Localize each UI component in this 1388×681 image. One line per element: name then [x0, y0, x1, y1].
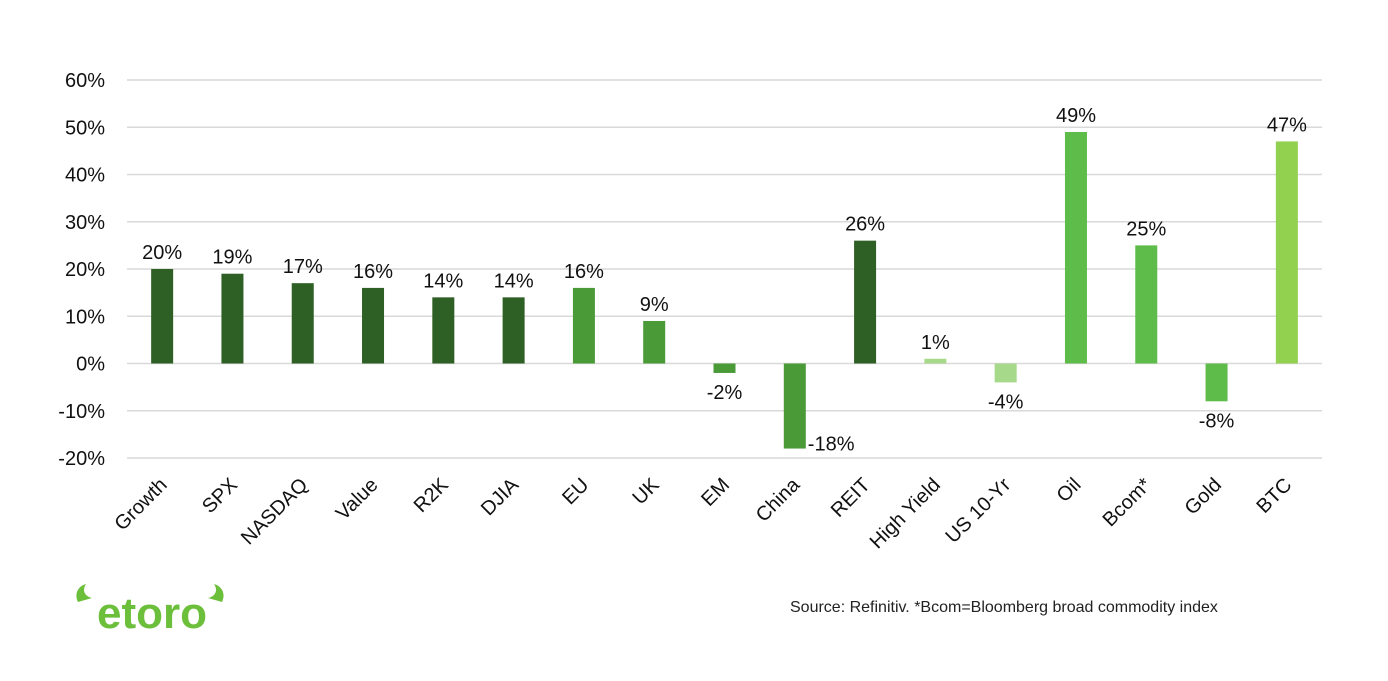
bar-china	[783, 363, 806, 449]
data-label: 9%	[640, 294, 669, 316]
bar-uk	[643, 320, 666, 364]
data-label: 16%	[564, 261, 604, 283]
bar-r2k	[432, 297, 455, 364]
data-label: -18%	[808, 434, 855, 456]
data-label: 25%	[1126, 218, 1166, 240]
data-label: 47%	[1267, 114, 1307, 136]
x-tick-label: DJIA	[477, 474, 524, 521]
x-tick-label: Gold	[1181, 474, 1226, 519]
data-label: 19%	[212, 247, 252, 269]
data-label: 14%	[494, 270, 534, 292]
bar-high-yield	[924, 358, 947, 364]
data-label: 16%	[353, 261, 393, 283]
y-tick-label: -10%	[58, 401, 105, 423]
bar-eu	[572, 287, 595, 364]
y-tick-label: 40%	[65, 165, 105, 187]
bar-em	[713, 363, 736, 373]
data-label: -4%	[988, 391, 1024, 413]
y-tick-label: 0%	[76, 354, 105, 376]
data-label: 20%	[142, 242, 182, 264]
data-label: 17%	[283, 256, 323, 278]
x-tick-label: UK	[629, 474, 665, 510]
x-tick-label: R2K	[410, 474, 454, 518]
y-tick-label: 60%	[65, 70, 105, 92]
logo-text: etoro	[97, 589, 207, 638]
x-tick-label: BTC	[1253, 474, 1297, 518]
bar-growth	[151, 269, 174, 364]
x-tick-label: China	[752, 473, 805, 526]
y-tick-label: -20%	[58, 448, 105, 470]
y-tick-label: 20%	[65, 259, 105, 281]
data-label: 1%	[921, 332, 950, 354]
bar-value	[362, 287, 385, 364]
data-label: 14%	[423, 270, 463, 292]
bar-spx	[221, 273, 244, 364]
data-label: 26%	[845, 214, 885, 236]
bar-djia	[502, 297, 525, 364]
x-tick-label: US 10-Yr	[941, 474, 1015, 548]
bar-nasdaq	[291, 283, 314, 364]
etoro-logo: etoro	[72, 580, 232, 640]
data-label: -2%	[707, 382, 743, 404]
bar-btc	[1275, 141, 1298, 364]
bar-oil	[1064, 131, 1087, 364]
bar-reit	[854, 240, 877, 364]
x-tick-label: High Yield	[866, 474, 945, 553]
x-tick-label: EU	[558, 474, 593, 509]
x-tick-label: REIT	[827, 474, 875, 522]
x-tick-label: Bcom*	[1099, 474, 1156, 531]
source-note: Source: Refinitiv. *Bcom=Bloomberg broad…	[790, 599, 1218, 616]
data-label: -8%	[1199, 410, 1235, 432]
y-tick-label: 50%	[65, 117, 105, 139]
y-tick-label: 30%	[65, 212, 105, 234]
bar-bcom-	[1135, 245, 1158, 364]
bar-us-10-yr	[994, 363, 1017, 383]
x-tick-label: Value	[332, 474, 383, 525]
data-label: 49%	[1056, 105, 1096, 127]
x-tick-label: Oil	[1053, 474, 1086, 507]
x-tick-label: SPX	[198, 474, 242, 518]
x-tick-label: Growth	[111, 474, 172, 535]
x-tick-label: EM	[697, 474, 734, 511]
x-tick-label: NASDAQ	[237, 474, 312, 549]
bar-gold	[1205, 363, 1228, 402]
y-tick-label: 10%	[65, 306, 105, 328]
